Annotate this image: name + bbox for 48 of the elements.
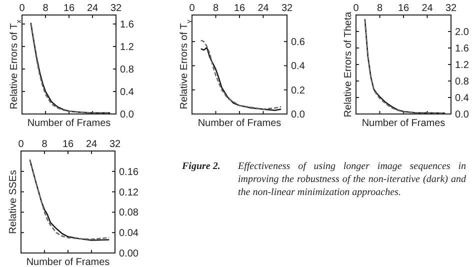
x-axis-title: Number of Frames: [26, 257, 110, 267]
text: Effectiveness of using longer image sequences in improving the robustness of the non-iterative (dark) and the non-linear minimization approaches.: [238, 161, 466, 198]
x-tick-label: 0: [353, 3, 360, 14]
y-tick-label: 1.2: [120, 42, 134, 53]
x-tick-label: 8: [212, 3, 219, 14]
x-tick-label: 16: [63, 3, 75, 14]
y-tick-label: 0.4: [455, 93, 470, 104]
x-tick-label: 32: [109, 139, 121, 150]
y-tick-label: 0.16: [119, 166, 139, 178]
text: Figure 2.: [182, 160, 222, 174]
y-tick-label: 1.6: [455, 44, 470, 54]
y-axis-title: Relative Errors of Theta: [343, 11, 354, 118]
x-tick-label: 0: [189, 3, 196, 14]
y-tick-label: 0.8: [455, 76, 470, 88]
x-axis-title: Number of Frames: [362, 118, 446, 129]
y-tick-label: 0.4: [291, 61, 306, 72]
x-tick-label: 32: [110, 3, 122, 14]
y-tick-label: 0.12: [119, 187, 139, 198]
x-tick-label: 8: [42, 3, 49, 14]
x-tick-label: 24: [258, 3, 270, 14]
x-tick-label: 32: [445, 3, 457, 14]
y-tick-label: 0.0: [120, 110, 134, 120]
x-tick-label: 8: [42, 139, 48, 150]
y-axis-title: Relative SSEs: [8, 170, 19, 234]
y-tick-label: 0.0: [455, 110, 470, 120]
y-tick-label: 1.6: [120, 20, 134, 30]
y-tick-label: 1.2: [455, 60, 470, 71]
y-tick-label: 0.00: [119, 248, 139, 260]
x-tick-label: 8: [376, 3, 383, 14]
x-tick-label: 24: [422, 3, 434, 14]
x-tick-label: 24: [86, 3, 98, 14]
y-tick-label: 0.04: [119, 228, 139, 240]
y-tick-label: 0.4: [120, 87, 134, 98]
y-tick-label: 0.08: [119, 208, 139, 219]
y-tick-label: 0.2: [291, 85, 306, 96]
y-tick-label: 0.0: [291, 110, 306, 120]
y-tick-label: 2.0: [455, 27, 470, 38]
x-tick-label: 24: [86, 139, 98, 150]
x-tick-label: 32: [281, 3, 293, 14]
x-tick-label: 16: [62, 139, 74, 150]
x-tick-label: 16: [234, 3, 246, 14]
x-axis-title: Number of Frames: [27, 118, 111, 129]
y-tick-label: 0.8: [120, 64, 134, 76]
x-tick-label: 0: [19, 3, 26, 14]
x-tick-label: 0: [18, 139, 24, 150]
y-tick-label: 0.6: [291, 37, 306, 48]
x-tick-label: 16: [398, 3, 410, 14]
x-axis-title: Number of Frames: [198, 118, 282, 129]
